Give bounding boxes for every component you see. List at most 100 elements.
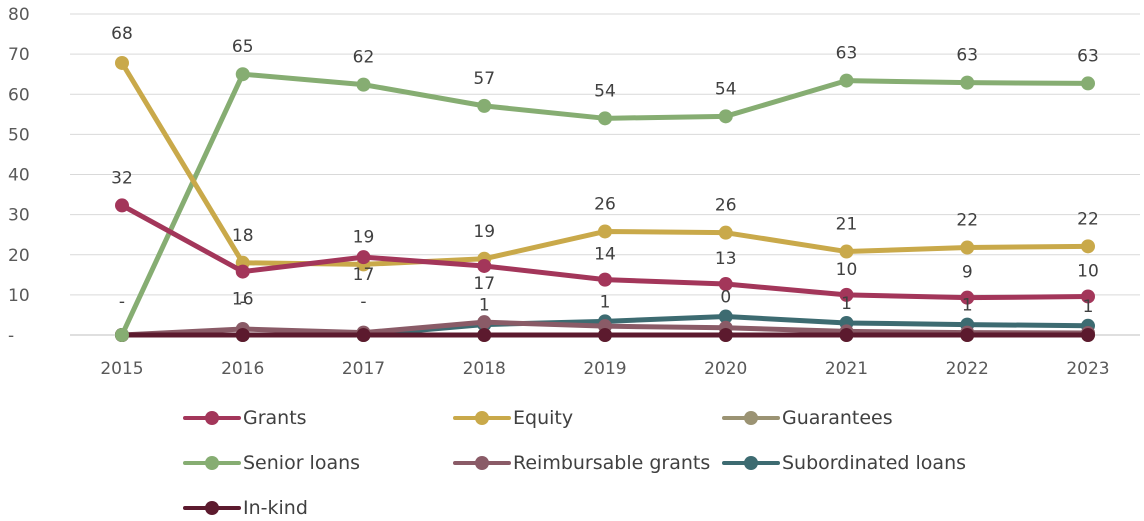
legend-item-in-kind: In-kind (183, 496, 308, 520)
legend-swatch (453, 406, 511, 430)
x-tick-label: 2023 (1066, 359, 1109, 379)
data-label-senior-loans: 54 (594, 81, 616, 101)
data-label-senior-loans: 62 (353, 48, 375, 68)
data-point-senior-loans (718, 109, 733, 124)
x-tick-label: 2021 (825, 359, 868, 379)
data-label-subordinated-loans: - (240, 292, 246, 312)
x-tick-label: 2018 (463, 359, 506, 379)
data-point-senior-loans (839, 73, 854, 88)
data-point-equity (839, 244, 854, 259)
legend-swatch (722, 406, 780, 430)
data-label-subordinated-loans: 1 (962, 296, 973, 316)
data-label-equity: 22 (1077, 209, 1099, 229)
data-point-senior-loans (235, 67, 250, 82)
legend-label: Guarantees (782, 407, 893, 429)
legend-item-guarantees: Guarantees (722, 406, 893, 430)
data-point-grants (356, 250, 371, 265)
data-point-grants (598, 272, 612, 287)
data-point-senior-loans (356, 77, 371, 92)
data-label-senior-loans: 63 (1077, 46, 1099, 66)
data-point-in-kind (1081, 328, 1095, 342)
legend-label: Senior loans (243, 452, 361, 474)
legend-item-equity: Equity (453, 406, 573, 430)
data-label-senior-loans: 63 (956, 46, 978, 66)
legend-swatch (183, 406, 241, 430)
x-tick-label: 2017 (342, 359, 385, 379)
data-label-equity: 19 (473, 222, 495, 242)
data-point-senior-loans (477, 98, 492, 113)
data-label-subordinated-loans: 0 (720, 288, 731, 308)
x-tick-label: 2019 (583, 359, 626, 379)
data-point-equity (960, 240, 975, 255)
data-label-grants: 17 (473, 274, 495, 294)
data-point-senior-loans (1081, 76, 1095, 91)
data-label-senior-loans: 54 (715, 79, 737, 99)
data-point-in-kind (477, 328, 492, 342)
data-label-subordinated-loans: 1 (1083, 297, 1094, 317)
y-tick-label: 40 (8, 166, 30, 186)
data-point-in-kind (839, 328, 854, 342)
data-label-grants: 16 (232, 290, 254, 310)
legend-swatch (183, 496, 241, 520)
legend-item-senior-loans: Senior loans (183, 451, 360, 475)
data-point-equity (1081, 239, 1095, 254)
data-point-equity (598, 224, 612, 239)
legend-label: In-kind (243, 497, 308, 519)
data-point-grants (960, 290, 975, 305)
data-label-subordinated-loans: - (360, 292, 366, 312)
data-point-grants (477, 258, 492, 273)
data-point-reimbursable-grants (477, 315, 492, 330)
data-label-subordinated-loans: - (119, 292, 125, 312)
x-tick-label: 2020 (704, 359, 747, 379)
legend-item-reimbursable-grants: Reimbursable grants (453, 451, 710, 475)
data-label-senior-loans: 57 (473, 69, 495, 89)
y-tick-label: 20 (8, 246, 30, 266)
data-label-equity: 26 (594, 194, 616, 214)
data-point-in-kind (598, 328, 612, 342)
data-label-grants: 9 (962, 263, 973, 283)
data-label-equity: 19 (353, 227, 375, 247)
data-label-grants: 10 (1077, 261, 1099, 281)
legend-swatch (183, 451, 241, 475)
x-tick-label: 2015 (100, 359, 143, 379)
data-label-grants: 13 (715, 249, 737, 269)
y-tick-label: 80 (8, 5, 30, 25)
data-label-equity: 18 (232, 226, 254, 246)
legend-swatch (722, 451, 780, 475)
data-label-subordinated-loans: 1 (841, 294, 852, 314)
data-label-equity: 26 (715, 196, 737, 216)
data-label-grants: 14 (594, 245, 616, 265)
data-label-grants: 17 (353, 265, 375, 285)
data-label-grants: 32 (111, 168, 133, 188)
data-point-in-kind (960, 328, 975, 342)
data-point-grants (839, 287, 854, 302)
y-tick-label: 30 (8, 206, 30, 226)
legend-label: Grants (243, 407, 307, 429)
data-point-senior-loans (960, 75, 975, 90)
y-tick-label: 50 (8, 125, 30, 145)
data-label-equity: 22 (956, 211, 978, 231)
data-point-in-kind (235, 328, 250, 342)
x-tick-label: 2022 (946, 359, 989, 379)
legend-item-subordinated-loans: Subordinated loans (722, 451, 966, 475)
legend-swatch (453, 451, 511, 475)
data-point-subordinated-loans (718, 309, 733, 324)
data-label-subordinated-loans: 1 (479, 296, 490, 316)
legend-label: Reimbursable grants (513, 452, 711, 474)
y-tick-label: - (8, 326, 14, 346)
data-point-grants (115, 198, 129, 213)
legend-item-grants: Grants (183, 406, 307, 430)
data-label-equity: 21 (836, 215, 858, 235)
data-point-grants (235, 264, 250, 279)
data-label-senior-loans: 65 (232, 37, 254, 57)
legend-label: Subordinated loans (782, 452, 967, 474)
data-point-senior-loans (115, 328, 129, 342)
legend-label: Equity (513, 407, 574, 429)
data-point-in-kind (356, 328, 371, 342)
data-label-subordinated-loans: 1 (600, 292, 611, 312)
y-tick-label: 60 (8, 85, 30, 105)
data-label-equity: 68 (111, 24, 133, 44)
data-point-in-kind (718, 328, 733, 342)
